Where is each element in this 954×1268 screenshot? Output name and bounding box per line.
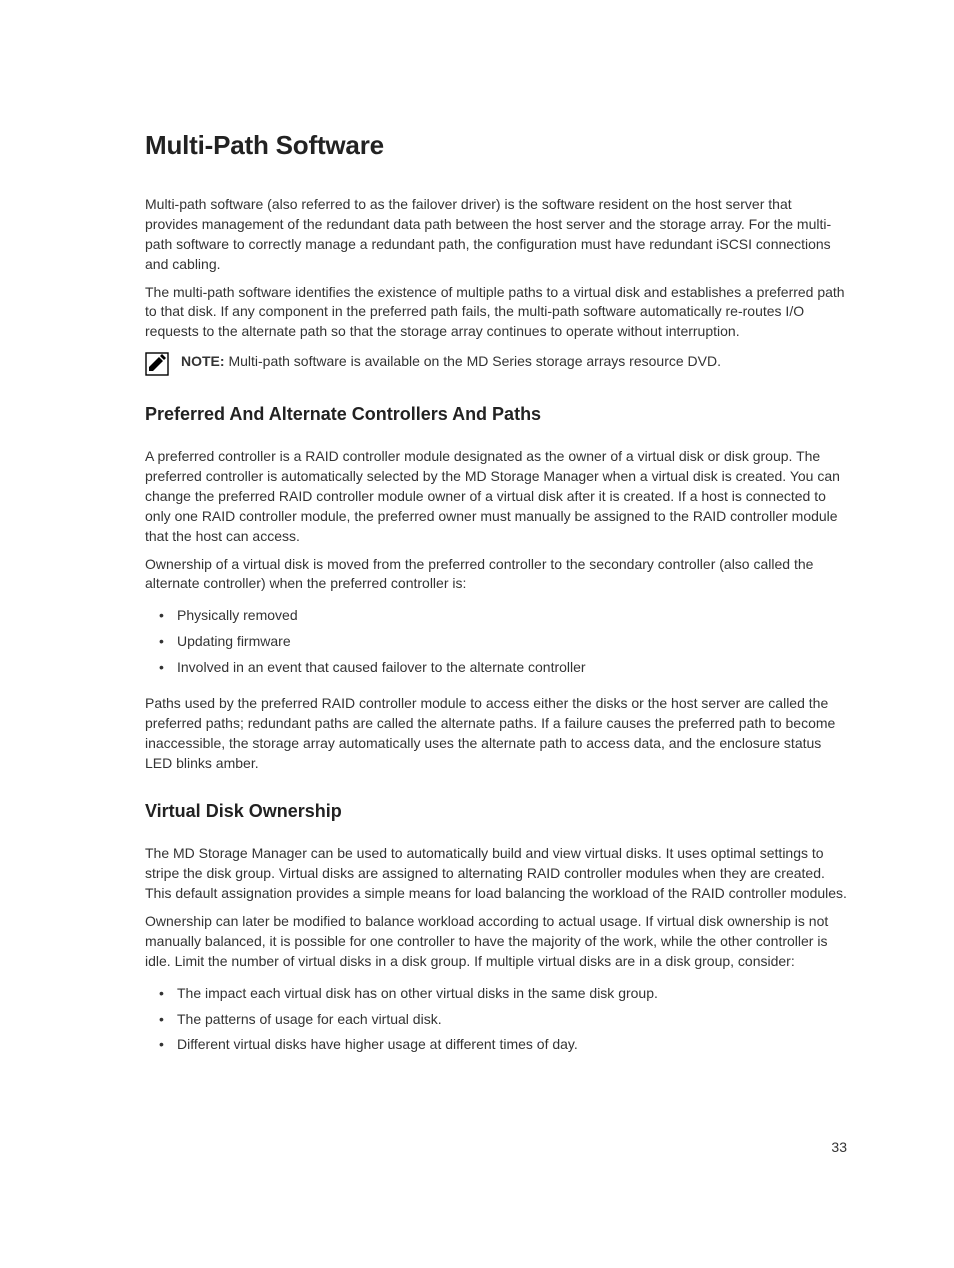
page-number: 33: [831, 1139, 847, 1155]
section1-bullet-list: Physically removed Updating firmware Inv…: [145, 606, 847, 678]
page-content: Multi-Path Software Multi-path software …: [0, 0, 954, 1055]
section-heading-virtual-disk-ownership: Virtual Disk Ownership: [145, 801, 847, 822]
list-item: The impact each virtual disk has on othe…: [145, 984, 847, 1004]
note-body: Multi-path software is available on the …: [225, 353, 721, 369]
intro-paragraph-1: Multi-path software (also referred to as…: [145, 195, 847, 275]
section1-paragraph-1: A preferred controller is a RAID control…: [145, 447, 847, 546]
note-label: NOTE:: [181, 353, 225, 369]
section1-paragraph-2: Ownership of a virtual disk is moved fro…: [145, 555, 847, 595]
list-item: The patterns of usage for each virtual d…: [145, 1010, 847, 1030]
list-item: Different virtual disks have higher usag…: [145, 1035, 847, 1055]
intro-paragraph-2: The multi-path software identifies the e…: [145, 283, 847, 343]
note-callout: NOTE: Multi-path software is available o…: [145, 352, 847, 376]
section2-paragraph-1: The MD Storage Manager can be used to au…: [145, 844, 847, 904]
page-title: Multi-Path Software: [145, 130, 847, 161]
section2-bullet-list: The impact each virtual disk has on othe…: [145, 984, 847, 1056]
list-item: Updating firmware: [145, 632, 847, 652]
note-text: NOTE: Multi-path software is available o…: [181, 352, 721, 372]
section2-paragraph-2: Ownership can later be modified to balan…: [145, 912, 847, 972]
section1-paragraph-3: Paths used by the preferred RAID control…: [145, 694, 847, 774]
section-heading-preferred-controllers: Preferred And Alternate Controllers And …: [145, 404, 847, 425]
list-item: Involved in an event that caused failove…: [145, 658, 847, 678]
note-pencil-icon: [145, 352, 169, 376]
list-item: Physically removed: [145, 606, 847, 626]
